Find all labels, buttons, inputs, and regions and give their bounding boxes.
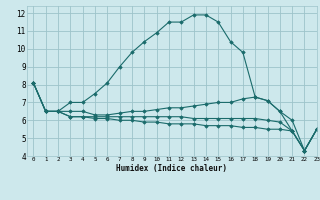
X-axis label: Humidex (Indice chaleur): Humidex (Indice chaleur): [116, 164, 228, 173]
